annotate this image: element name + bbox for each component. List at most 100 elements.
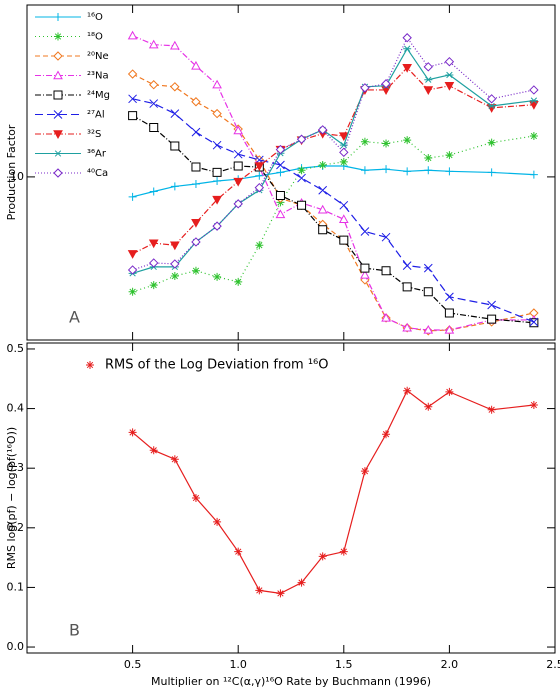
marker xyxy=(423,263,433,273)
marker xyxy=(317,204,328,214)
marker xyxy=(276,168,285,177)
marker xyxy=(382,165,391,174)
marker xyxy=(424,166,433,175)
marker xyxy=(169,40,180,50)
marker xyxy=(170,182,179,191)
marker xyxy=(149,446,158,455)
marker xyxy=(381,312,391,322)
y-tick-label: 0.3 xyxy=(7,461,25,474)
marker xyxy=(297,173,306,183)
series-line xyxy=(132,35,534,331)
marker xyxy=(444,324,455,334)
marker xyxy=(529,97,538,104)
marker xyxy=(148,39,159,49)
marker xyxy=(212,79,222,89)
series-line xyxy=(132,47,534,274)
legend-marker xyxy=(54,13,62,21)
legend-label: ¹⁸O xyxy=(87,32,103,43)
marker xyxy=(445,151,454,160)
marker xyxy=(128,111,138,121)
x-tick-label: 1.5 xyxy=(335,658,353,671)
x-tick-label: 1.0 xyxy=(229,658,247,671)
marker xyxy=(339,235,349,245)
marker xyxy=(360,83,370,93)
marker xyxy=(233,125,244,135)
marker xyxy=(170,82,180,92)
legend-marker xyxy=(54,150,62,157)
legend-label: RMS of the Log Deviation from ¹⁶O xyxy=(105,358,328,373)
marker xyxy=(402,322,413,332)
panel-label: A xyxy=(69,308,80,327)
marker xyxy=(529,85,539,95)
marker xyxy=(486,94,497,104)
marker xyxy=(233,177,244,187)
series-line xyxy=(132,135,534,293)
marker xyxy=(487,300,496,310)
marker xyxy=(487,138,496,147)
marker xyxy=(169,241,180,251)
marker xyxy=(149,281,158,290)
legend-marker xyxy=(53,130,63,140)
legend-label: ²⁷Al xyxy=(87,110,105,121)
series-line xyxy=(132,36,535,271)
marker xyxy=(339,157,348,166)
marker xyxy=(444,308,454,318)
marker xyxy=(233,161,243,171)
marker xyxy=(255,241,264,250)
marker xyxy=(403,136,412,145)
marker xyxy=(360,227,370,236)
marker xyxy=(423,86,434,95)
marker xyxy=(382,430,391,439)
marker xyxy=(402,63,413,73)
marker xyxy=(487,102,496,110)
marker xyxy=(445,71,454,79)
legend-marker xyxy=(53,110,63,119)
legend-label: ³⁶Ar xyxy=(87,149,107,160)
marker xyxy=(170,109,180,118)
x-tick-label: 2.0 xyxy=(441,658,459,671)
marker xyxy=(360,263,370,273)
marker xyxy=(233,149,243,159)
marker xyxy=(128,192,137,201)
marker xyxy=(424,402,433,411)
marker xyxy=(149,258,159,268)
marker xyxy=(338,214,349,224)
marker xyxy=(445,292,454,302)
marker xyxy=(445,167,454,176)
marker xyxy=(381,266,391,276)
marker xyxy=(444,56,455,67)
marker xyxy=(423,62,433,72)
plot-frame xyxy=(26,4,556,341)
marker xyxy=(191,97,201,107)
marker xyxy=(529,317,539,327)
marker xyxy=(254,162,265,172)
marker xyxy=(529,101,539,110)
legend-label: ⁴⁰Ca xyxy=(87,168,108,179)
series-line xyxy=(132,66,534,255)
marker xyxy=(487,314,497,324)
marker xyxy=(191,237,201,247)
marker xyxy=(529,170,538,179)
marker xyxy=(423,287,433,297)
marker xyxy=(297,578,306,587)
marker xyxy=(191,60,201,70)
marker xyxy=(255,171,264,180)
marker xyxy=(402,282,412,292)
marker xyxy=(424,76,433,83)
marker xyxy=(529,401,538,409)
marker xyxy=(339,147,349,158)
marker xyxy=(128,287,137,296)
marker xyxy=(317,125,328,135)
marker xyxy=(381,79,391,89)
marker xyxy=(212,140,222,150)
marker xyxy=(191,127,201,137)
marker xyxy=(275,144,286,155)
marker xyxy=(213,517,222,526)
marker xyxy=(382,139,391,148)
marker xyxy=(212,108,222,119)
marker xyxy=(444,82,455,91)
marker xyxy=(360,166,369,175)
marker xyxy=(149,80,159,90)
marker xyxy=(318,185,328,195)
